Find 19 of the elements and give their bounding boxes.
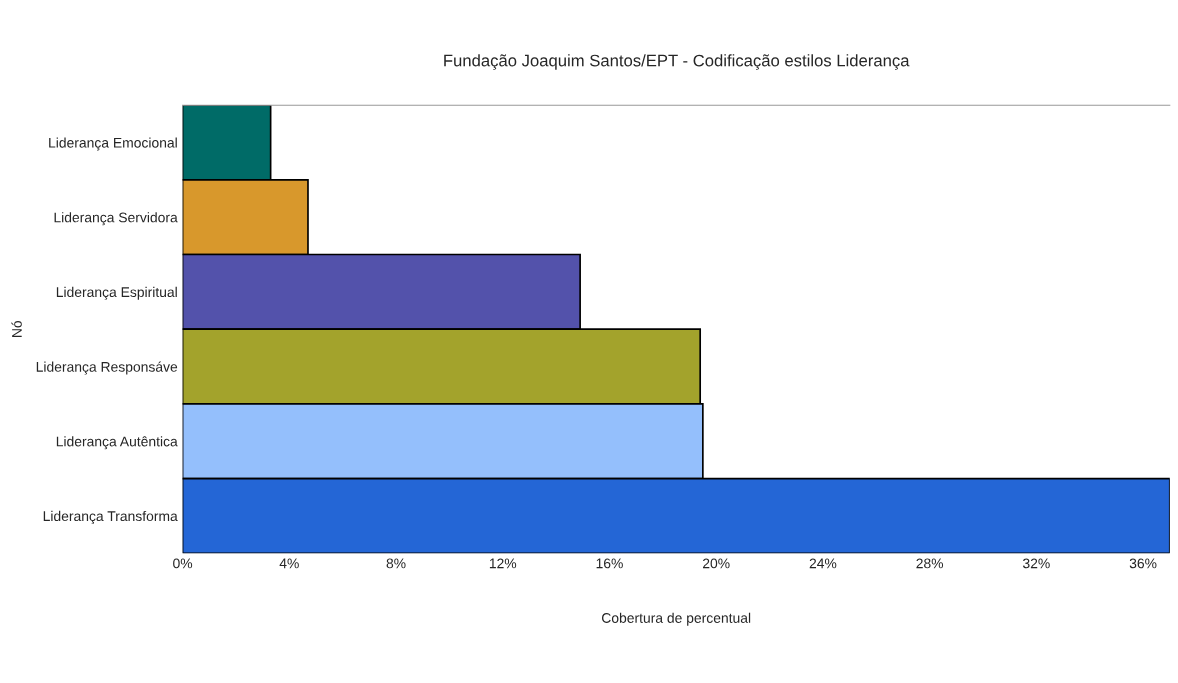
y-tick-label: Liderança Autêntica <box>56 436 178 450</box>
y-tick-label: Liderança Emocional <box>49 137 177 151</box>
y-tick-label: Liderança Responsáve <box>36 361 178 375</box>
chart-title: Fundação Joaquim Santos/EPT - Codificação estilos Liderança <box>444 54 910 70</box>
x-tick-label: 4% <box>279 558 299 569</box>
x-tick-label: 0% <box>173 558 193 569</box>
x-tick-label: 8% <box>386 558 406 569</box>
x-tick-label: 24% <box>809 558 837 569</box>
y-tick-label: Liderança Transforma <box>43 510 178 524</box>
x-tick-label: 12% <box>489 558 517 569</box>
x-tick-label: 16% <box>596 558 623 569</box>
y-tick-label: Liderança Espiritual <box>56 286 177 300</box>
x-tick-label: 36% <box>1129 558 1157 569</box>
x-tick-label: 32% <box>1022 558 1050 569</box>
x-axis-title: Cobertura de percentual <box>601 612 751 626</box>
x-tick-label: 20% <box>702 558 730 569</box>
y-axis-title: Nó <box>11 320 22 337</box>
x-tick-label: 28% <box>916 558 944 569</box>
y-tick-label: Liderança Servidora <box>54 212 178 226</box>
